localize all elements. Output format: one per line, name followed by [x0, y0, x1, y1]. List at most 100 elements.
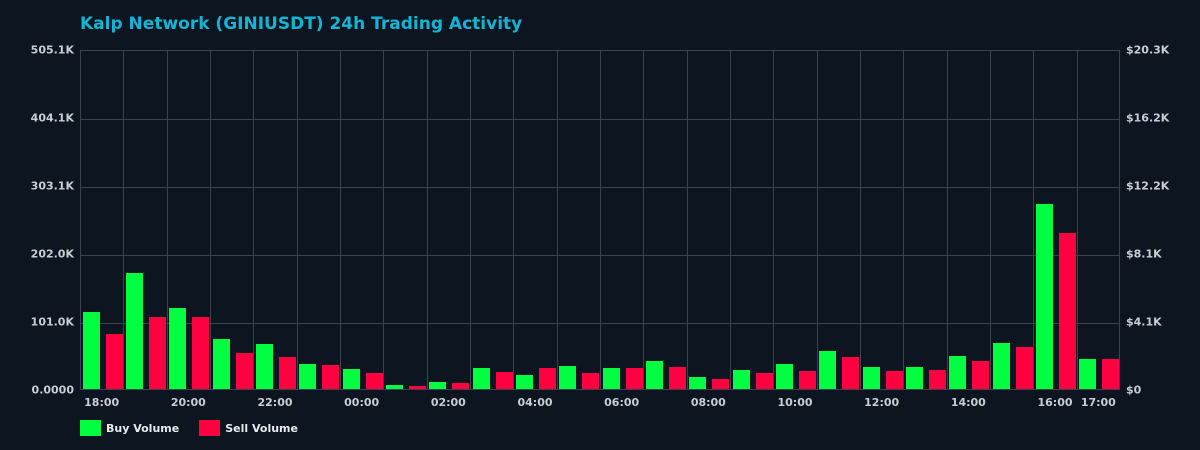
sell-volume-bar[interactable]: [408, 385, 426, 389]
buy-volume-bar[interactable]: [559, 365, 577, 389]
v-gridline: [470, 51, 471, 389]
x-tick-label: 04:00: [517, 396, 553, 409]
y-left-tick-label: 202.0K: [30, 247, 74, 261]
y-right-tick-label: $20.3K: [1126, 43, 1170, 57]
v-gridline: [860, 51, 861, 389]
x-tick-label: 20:00: [170, 396, 206, 409]
chart-title: Kalp Network (GINIUSDT) 24h Trading Acti…: [80, 14, 523, 34]
buy-volume-bar[interactable]: [819, 350, 837, 389]
sell-volume-bar[interactable]: [885, 370, 903, 389]
sell-volume-bar[interactable]: [105, 334, 123, 389]
buy-volume-bar[interactable]: [1079, 358, 1097, 389]
v-gridline: [600, 51, 601, 389]
v-gridline: [1033, 51, 1035, 389]
sell-volume-bar[interactable]: [365, 372, 383, 389]
sell-volume-bar[interactable]: [842, 356, 860, 389]
buy-volume-bar[interactable]: [602, 368, 620, 389]
legend: Buy Volume Sell Volume: [80, 420, 318, 436]
sell-volume-bar[interactable]: [495, 371, 513, 389]
x-tick-label: 22:00: [257, 396, 293, 409]
buy-volume-bar[interactable]: [515, 375, 533, 389]
sell-volume-bar[interactable]: [322, 364, 340, 389]
sell-volume-bar[interactable]: [538, 368, 556, 389]
v-gridline: [990, 51, 991, 389]
v-gridline: [1076, 51, 1078, 389]
x-tick-label: 12:00: [864, 396, 900, 409]
buy-volume-bar[interactable]: [125, 272, 143, 389]
sell-volume-bar[interactable]: [928, 370, 946, 389]
y-left-tick-label: 101.0K: [30, 315, 74, 329]
legend-item-buy[interactable]: Buy Volume: [80, 420, 179, 436]
buy-volume-bar[interactable]: [992, 342, 1010, 389]
v-gridline: [383, 51, 385, 389]
y-left-tick-label: 0.0000: [31, 383, 74, 397]
y-right-tick-label: $12.2K: [1126, 179, 1170, 193]
v-gridline: [426, 51, 428, 389]
v-gridline: [166, 51, 168, 389]
v-gridline: [946, 51, 948, 389]
buy-swatch-icon: [80, 420, 101, 436]
v-gridline: [903, 51, 905, 389]
sell-volume-bar[interactable]: [798, 370, 816, 389]
v-gridline: [210, 51, 211, 389]
sell-volume-bar[interactable]: [1102, 358, 1120, 389]
sell-volume-bar[interactable]: [625, 368, 643, 389]
buy-volume-bar[interactable]: [82, 312, 100, 389]
v-gridline: [123, 51, 125, 389]
y-right-tick-label: $4.1K: [1126, 315, 1162, 329]
buy-volume-bar[interactable]: [472, 368, 490, 389]
v-gridline: [730, 51, 731, 389]
buy-volume-bar[interactable]: [905, 367, 923, 389]
sell-volume-bar[interactable]: [1058, 232, 1076, 389]
x-tick-label: 17:00: [1080, 396, 1116, 409]
buy-volume-bar[interactable]: [342, 369, 360, 389]
buy-volume-bar[interactable]: [949, 356, 967, 389]
y-right-tick-label: $0: [1126, 383, 1142, 397]
v-gridline: [253, 51, 255, 389]
y-left-tick-label: 404.1K: [30, 111, 74, 125]
legend-label-sell: Sell Volume: [225, 421, 298, 435]
x-tick-label: 06:00: [604, 396, 640, 409]
buy-volume-bar[interactable]: [645, 361, 663, 389]
x-tick-label: 00:00: [344, 396, 380, 409]
buy-volume-bar[interactable]: [1035, 203, 1053, 389]
y-left-tick-label: 303.1K: [30, 179, 74, 193]
y-right-tick-label: $16.2K: [1126, 111, 1170, 125]
buy-volume-bar[interactable]: [689, 377, 707, 389]
v-gridline: [773, 51, 775, 389]
buy-volume-bar[interactable]: [429, 382, 447, 389]
buy-volume-bar[interactable]: [299, 364, 317, 389]
sell-volume-bar[interactable]: [972, 361, 990, 389]
sell-volume-bar[interactable]: [278, 356, 296, 389]
sell-volume-bar[interactable]: [148, 316, 166, 389]
sell-volume-bar[interactable]: [452, 383, 470, 389]
buy-volume-bar[interactable]: [385, 385, 403, 389]
buy-volume-bar[interactable]: [212, 339, 230, 389]
buy-volume-bar[interactable]: [169, 308, 187, 389]
buy-volume-bar[interactable]: [255, 343, 273, 389]
buy-volume-bar[interactable]: [862, 367, 880, 389]
v-gridline: [643, 51, 645, 389]
v-gridline: [556, 51, 558, 389]
x-tick-label: 02:00: [430, 396, 466, 409]
v-gridline: [296, 51, 298, 389]
plot-area: [80, 50, 1120, 390]
y-left-tick-label: 505.1K: [30, 43, 74, 57]
y-right-tick-label: $8.1K: [1126, 247, 1162, 261]
x-tick-label: 18:00: [84, 396, 120, 409]
v-gridline: [686, 51, 688, 389]
sell-volume-bar[interactable]: [235, 353, 253, 389]
sell-volume-bar[interactable]: [755, 372, 773, 389]
sell-volume-bar[interactable]: [712, 378, 730, 389]
buy-volume-bar[interactable]: [775, 364, 793, 389]
sell-volume-bar[interactable]: [582, 372, 600, 389]
legend-item-sell[interactable]: Sell Volume: [199, 420, 298, 436]
x-tick-label: 14:00: [950, 396, 986, 409]
sell-volume-bar[interactable]: [668, 367, 686, 389]
sell-volume-bar[interactable]: [1015, 347, 1033, 389]
v-gridline: [513, 51, 515, 389]
sell-volume-bar[interactable]: [192, 316, 210, 389]
legend-label-buy: Buy Volume: [106, 421, 180, 435]
buy-volume-bar[interactable]: [732, 370, 750, 389]
x-tick-label: 10:00: [777, 396, 813, 409]
